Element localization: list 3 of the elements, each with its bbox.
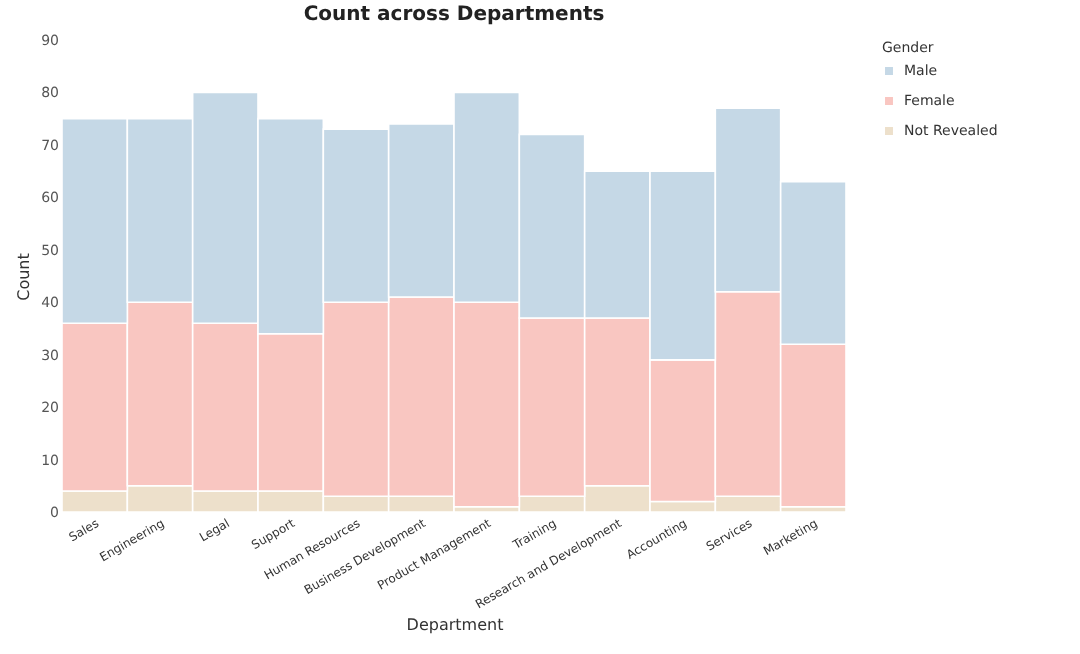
chart-title: Count across Departments: [303, 4, 605, 26]
x-axis-title: Department: [406, 616, 504, 635]
y-axis-title: Count: [15, 253, 34, 301]
